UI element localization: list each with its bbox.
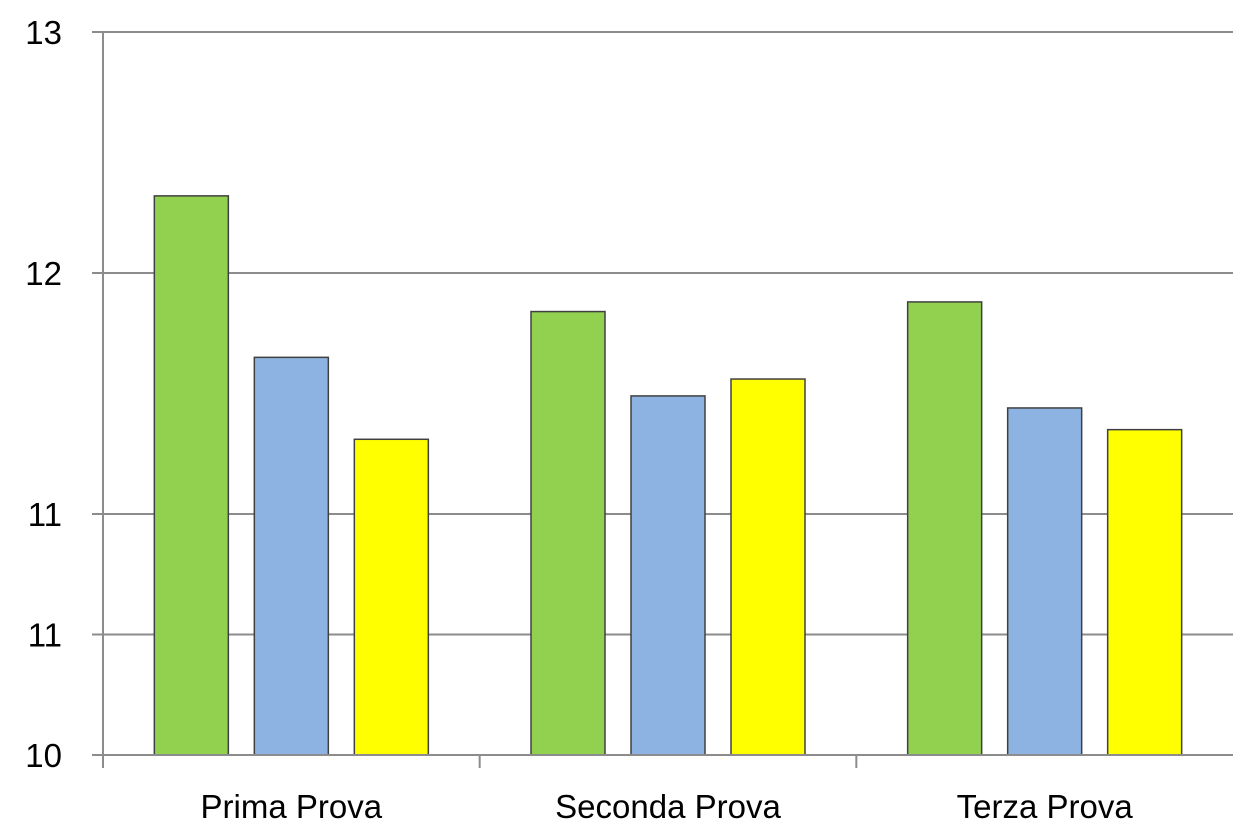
y-tick-label: 11 xyxy=(28,496,62,533)
x-tick-label: Seconda Prova xyxy=(555,788,781,825)
x-tick-label: Terza Prova xyxy=(957,788,1134,825)
bar xyxy=(1006,407,1083,756)
bar xyxy=(530,310,606,756)
axes xyxy=(92,31,1233,768)
x-tick-label: Prima Prova xyxy=(201,788,383,825)
bar xyxy=(153,195,230,756)
bar xyxy=(730,378,806,756)
bar xyxy=(353,438,430,756)
y-tick-label: 11 xyxy=(28,617,62,654)
bar xyxy=(906,301,983,756)
bar xyxy=(1106,428,1183,756)
axis-labels: 10 11 11 12 13 Prima Prova Seconda Prova Terza … xyxy=(25,14,1133,825)
y-tick-label: 13 xyxy=(25,14,62,51)
y-tick-label: 10 xyxy=(25,737,62,774)
y-tick-label: 12 xyxy=(25,255,62,292)
bar xyxy=(253,356,330,756)
bar xyxy=(630,395,706,756)
bars xyxy=(153,195,1183,756)
